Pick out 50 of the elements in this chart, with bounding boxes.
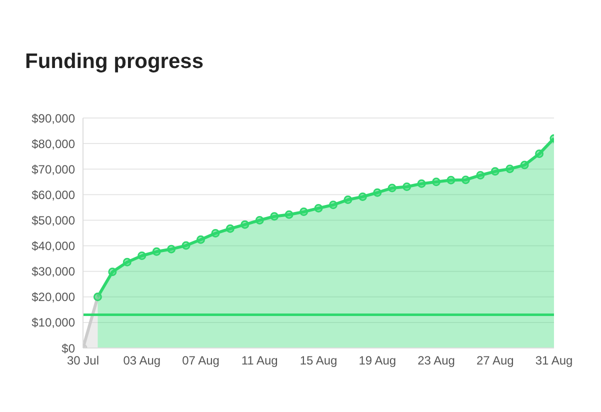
point xyxy=(122,258,132,266)
x-tick-label: 23 Aug xyxy=(418,354,455,368)
x-tick-label: 03 Aug xyxy=(123,354,161,368)
y-tick-label: $60,000 xyxy=(32,188,76,202)
point xyxy=(226,224,234,233)
y-tick-label: $10,000 xyxy=(32,316,76,330)
point xyxy=(432,178,440,186)
point xyxy=(240,220,250,229)
x-tick-label: 19 Aug xyxy=(358,354,396,368)
point xyxy=(167,244,176,254)
point xyxy=(314,204,323,212)
chart-title: Funding progress xyxy=(25,50,204,75)
point xyxy=(446,176,456,184)
point xyxy=(211,229,220,238)
point xyxy=(270,212,279,221)
y-tick-label: $90,000 xyxy=(32,111,76,126)
point xyxy=(344,196,352,204)
point xyxy=(138,251,146,260)
point xyxy=(373,188,382,197)
x-tick-label: 30 Jul xyxy=(66,354,100,368)
y-tick-label: $0 xyxy=(62,341,76,356)
point xyxy=(506,164,514,174)
point xyxy=(461,176,470,184)
point xyxy=(182,241,190,250)
point xyxy=(284,210,294,219)
point xyxy=(300,208,308,216)
point xyxy=(388,184,396,192)
point xyxy=(402,182,412,191)
point xyxy=(152,247,161,256)
point xyxy=(196,235,205,244)
point xyxy=(535,150,544,158)
y-tick-label: $80,000 xyxy=(32,136,76,151)
x-tick-label: 31 Aug xyxy=(535,354,573,368)
y-tick-label: $30,000 xyxy=(32,264,76,279)
x-tick-label: 07 Aug xyxy=(182,354,220,368)
point xyxy=(328,200,338,210)
point xyxy=(358,192,367,201)
y-tick-label: $50,000 xyxy=(32,213,76,228)
point xyxy=(108,268,117,276)
point xyxy=(520,160,529,170)
point xyxy=(255,216,264,224)
point xyxy=(490,167,500,176)
point xyxy=(417,179,426,188)
x-tick-label: 11 Aug xyxy=(241,354,278,368)
point xyxy=(476,170,485,180)
y-tick-label: $20,000 xyxy=(32,290,76,304)
x-tick-label: 27 Aug xyxy=(476,354,514,368)
x-tick-label: 15 Aug xyxy=(300,354,338,368)
y-tick-label: $40,000 xyxy=(32,239,76,254)
y-tick-label: $70,000 xyxy=(32,162,76,176)
